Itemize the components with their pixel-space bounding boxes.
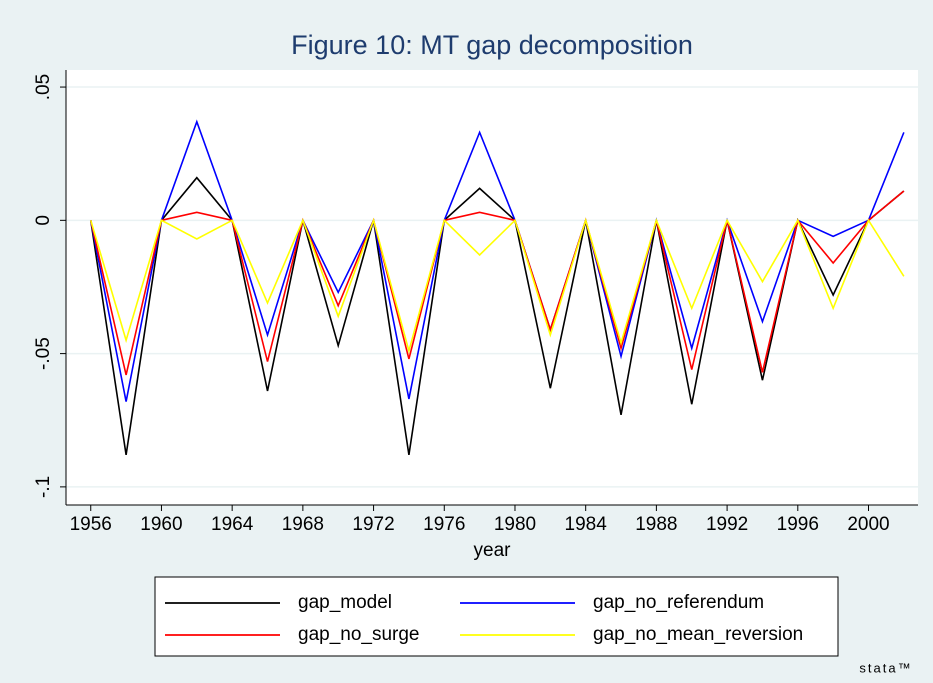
x-tick-label: 1988 — [635, 514, 677, 535]
x-tick-label: 1972 — [352, 514, 394, 535]
legend — [154, 576, 839, 657]
x-tick-label: 2000 — [847, 514, 889, 535]
series-line — [89, 217, 905, 354]
y-tick-label: -.05 — [33, 337, 54, 370]
x-tick-label: 1996 — [777, 514, 819, 535]
x-tick-label: 1960 — [140, 514, 182, 535]
series-line — [89, 176, 905, 456]
x-tick-label: 1968 — [282, 514, 324, 535]
y-tick-label: .05 — [33, 74, 54, 100]
x-tick-label: 1956 — [70, 514, 112, 535]
legend-label: gap_no_surge — [298, 624, 420, 645]
series-line — [89, 190, 905, 376]
watermark: stata™ — [859, 660, 912, 675]
y-tick-label: -.1 — [33, 476, 54, 498]
legend-label: gap_model — [298, 592, 392, 613]
x-tick-label: 1984 — [565, 514, 608, 535]
x-tick-label: 1976 — [423, 514, 465, 535]
series-line — [89, 119, 905, 402]
x-tick-label: 1992 — [706, 514, 748, 535]
y-tick-label: 0 — [33, 215, 54, 226]
watermark-box — [842, 659, 930, 679]
legend-label: gap_no_mean_reversion — [593, 624, 803, 645]
x-tick-label: 1964 — [211, 514, 254, 535]
x-tick-label: 1980 — [494, 514, 536, 535]
plot-area — [66, 70, 918, 505]
legend-label: gap_no_referendum — [593, 592, 764, 613]
x-axis-title: year — [474, 540, 512, 561]
chart-title: Figure 10: MT gap decomposition — [291, 30, 693, 60]
